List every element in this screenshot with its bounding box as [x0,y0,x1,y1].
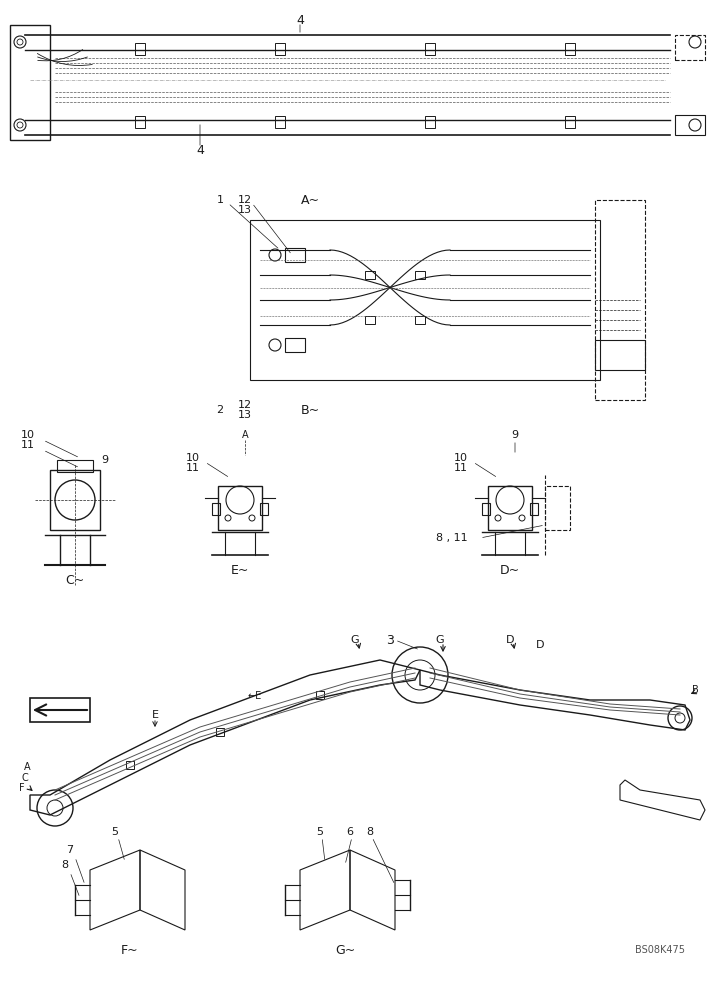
Text: G: G [435,635,445,645]
Text: ←E: ←E [248,691,262,701]
Bar [488,486,532,530]
Text: 2: 2 [217,405,224,415]
Text: 10: 10 [454,453,468,463]
Bar [675,35,705,60]
Bar [275,116,285,128]
Text: 5: 5 [316,827,324,837]
Bar [530,503,538,515]
Bar [316,691,324,699]
Text: 12: 12 [238,400,252,410]
Text: G: G [350,635,360,645]
Text: 4: 4 [296,13,304,26]
Text: 9: 9 [511,430,518,440]
Text: D~: D~ [500,564,520,576]
Bar [285,248,305,262]
Text: 8: 8 [367,827,374,837]
Bar [57,460,93,472]
Text: F~: F~ [121,944,139,956]
Text: E: E [152,710,159,720]
Text: BS08K475: BS08K475 [635,945,685,955]
Text: 9: 9 [101,455,108,465]
Text: 8: 8 [62,860,69,870]
Bar [415,316,425,324]
Bar [260,503,268,515]
Bar [425,43,435,55]
Bar [50,470,100,530]
Text: 1: 1 [217,195,224,205]
Text: 10: 10 [21,430,35,440]
Text: 10: 10 [186,453,200,463]
Bar [275,43,285,55]
Text: 4: 4 [196,143,204,156]
Bar [365,316,375,324]
Text: 11: 11 [21,440,35,450]
Text: E~: E~ [231,564,249,576]
Text: 5: 5 [111,827,118,837]
Text: G~: G~ [335,944,355,956]
Bar [595,340,645,370]
Bar [135,116,145,128]
Bar [135,43,145,55]
Text: 8 , 11: 8 , 11 [436,533,468,543]
Bar [565,43,575,55]
Bar [425,116,435,128]
Text: C~: C~ [65,574,85,586]
Bar [482,503,490,515]
Text: A~: A~ [300,194,319,207]
Bar [595,200,645,400]
Text: 11: 11 [454,463,468,473]
Bar [250,220,600,380]
Text: 13: 13 [238,410,252,420]
Text: D: D [506,635,514,645]
Text: B: B [692,685,698,695]
Bar [218,486,262,530]
Text: F: F [19,783,25,793]
Text: 3: 3 [386,634,394,647]
Bar [545,486,570,530]
Text: 12: 12 [238,195,252,205]
Bar [415,271,425,279]
Bar [565,116,575,128]
Bar [365,271,375,279]
Text: B~: B~ [300,403,319,416]
Text: D: D [536,640,544,650]
Text: 13: 13 [238,205,252,215]
Bar [285,338,305,352]
Text: 11: 11 [186,463,200,473]
Text: 6: 6 [346,827,353,837]
Bar [30,698,90,722]
Text: A: A [241,430,249,440]
Text: A: A [23,762,30,772]
Text: 7: 7 [67,845,74,855]
Bar [675,115,705,135]
Bar [216,728,224,736]
Bar [126,761,134,769]
Bar [212,503,220,515]
Bar [10,25,50,140]
Text: C: C [22,773,28,783]
